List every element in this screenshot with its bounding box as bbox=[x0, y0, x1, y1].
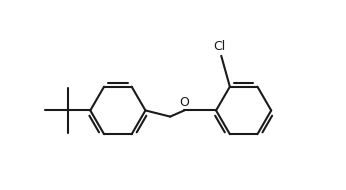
Text: Cl: Cl bbox=[213, 40, 226, 53]
Text: O: O bbox=[179, 96, 189, 109]
